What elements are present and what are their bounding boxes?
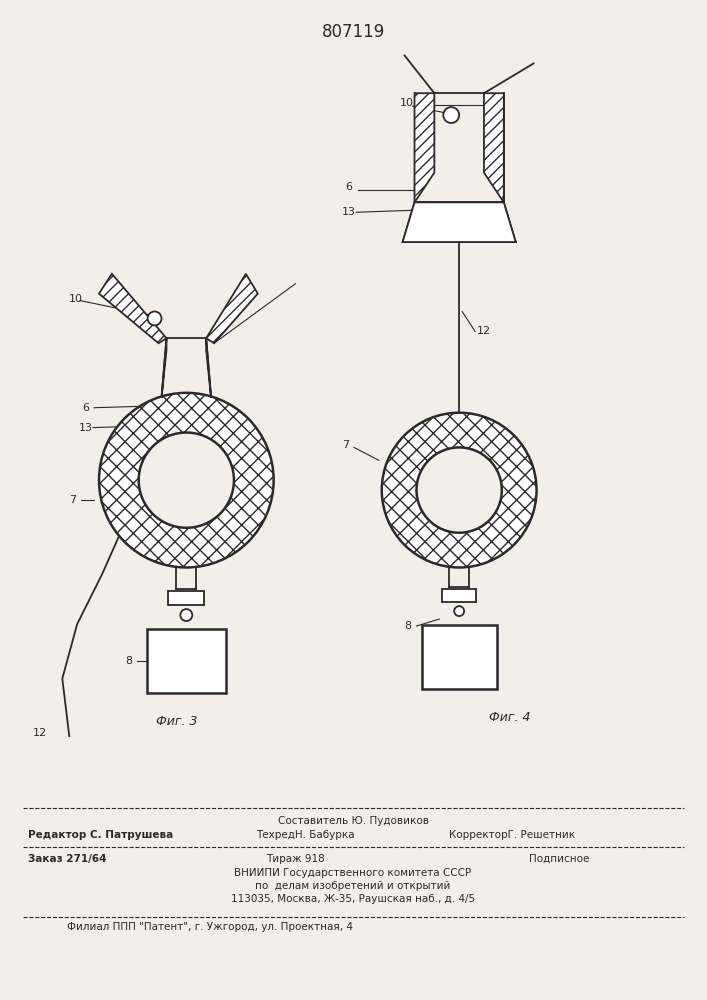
Text: Составитель Ю. Пудовиков: Составитель Ю. Пудовиков xyxy=(278,816,428,826)
Circle shape xyxy=(148,311,161,325)
Polygon shape xyxy=(484,93,504,202)
Polygon shape xyxy=(414,93,434,202)
Text: ВНИИПИ Государственного комитета СССР: ВНИИПИ Государственного комитета СССР xyxy=(235,868,472,878)
Text: по  делам изобретений и открытий: по делам изобретений и открытий xyxy=(255,881,450,891)
Text: ТехредН. Бабурка: ТехредН. Бабурка xyxy=(256,830,354,840)
Text: 8: 8 xyxy=(404,621,411,631)
Circle shape xyxy=(454,606,464,616)
Circle shape xyxy=(99,393,274,567)
Text: 7: 7 xyxy=(342,440,349,450)
Text: Тираж 918: Тираж 918 xyxy=(266,854,325,864)
Text: 6: 6 xyxy=(82,403,89,413)
Text: Филиал ППП "Патент", г. Ужгород, ул. Проектная, 4: Филиал ППП "Патент", г. Ужгород, ул. Про… xyxy=(67,922,354,932)
Circle shape xyxy=(180,609,192,621)
Polygon shape xyxy=(99,274,166,343)
Bar xyxy=(443,589,476,602)
Bar xyxy=(168,591,204,605)
Text: 10: 10 xyxy=(69,294,83,304)
Text: 807119: 807119 xyxy=(322,23,385,41)
Text: 113035, Москва, Ж-35, Раушская наб., д. 4/5: 113035, Москва, Ж-35, Раушская наб., д. … xyxy=(231,894,475,904)
Text: Редактор С. Патрушева: Редактор С. Патрушева xyxy=(28,830,173,840)
Circle shape xyxy=(416,447,502,533)
Polygon shape xyxy=(161,338,166,398)
Text: Фиг. 4: Фиг. 4 xyxy=(489,711,530,724)
Text: Подписное: Подписное xyxy=(529,854,589,864)
Polygon shape xyxy=(402,202,515,242)
Text: 13: 13 xyxy=(342,207,356,217)
Bar xyxy=(423,625,497,689)
Text: 12: 12 xyxy=(477,326,491,336)
Circle shape xyxy=(443,107,459,123)
Circle shape xyxy=(382,413,537,567)
Polygon shape xyxy=(206,274,258,343)
Text: 7: 7 xyxy=(69,495,76,505)
Text: 8: 8 xyxy=(125,656,132,666)
Bar xyxy=(146,629,226,693)
Text: Заказ 271/64: Заказ 271/64 xyxy=(28,854,106,864)
Circle shape xyxy=(139,433,234,528)
Text: КорректорГ. Решетник: КорректорГ. Решетник xyxy=(449,830,575,840)
Text: 12: 12 xyxy=(33,728,47,738)
Text: 6: 6 xyxy=(345,182,352,192)
Text: 10: 10 xyxy=(399,98,414,108)
Polygon shape xyxy=(206,338,211,398)
Text: 13: 13 xyxy=(79,423,93,433)
Text: Фиг. 3: Фиг. 3 xyxy=(156,715,197,728)
